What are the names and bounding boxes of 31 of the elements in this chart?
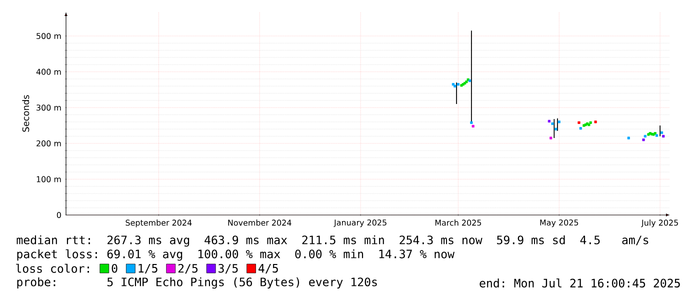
text: end: Mon Jul 21 16:00:45 2025 xyxy=(480,278,680,288)
y-axis-title: Seconds xyxy=(22,95,30,132)
text: packet loss: 69.01 % avg 100.00 % max 0.00 % min 14.37 % now xyxy=(17,249,455,261)
point xyxy=(456,83,460,86)
legend-title: loss color: xyxy=(16,264,89,273)
point xyxy=(627,136,630,140)
text: median rtt: 267.3 ms avg 463.9 ms max 211.5 ms min 254.3 ms now 59.9 ms sd 4.5 am/s xyxy=(16,235,648,247)
text: probe: 5 ICMP Echo Pings (56 Bytes) every 120s xyxy=(17,277,377,289)
point xyxy=(551,122,554,126)
point xyxy=(558,120,560,124)
point xyxy=(579,127,582,130)
legend-label: 0 xyxy=(112,264,118,273)
point xyxy=(578,121,580,124)
point xyxy=(554,128,558,130)
point xyxy=(582,124,586,127)
point xyxy=(594,120,597,124)
point xyxy=(642,138,645,142)
point xyxy=(470,121,473,124)
point xyxy=(548,120,551,122)
legend-label: 4/5 xyxy=(258,264,278,274)
point xyxy=(662,134,665,138)
legend-label: 2/5 xyxy=(178,264,198,274)
legend-label: 1/5 xyxy=(138,264,158,274)
point xyxy=(647,133,650,136)
point xyxy=(644,134,646,138)
legend-label: 3/5 xyxy=(218,264,238,274)
point xyxy=(472,124,474,128)
point xyxy=(460,84,463,87)
point xyxy=(550,136,552,140)
point xyxy=(589,121,592,124)
point xyxy=(660,131,664,134)
